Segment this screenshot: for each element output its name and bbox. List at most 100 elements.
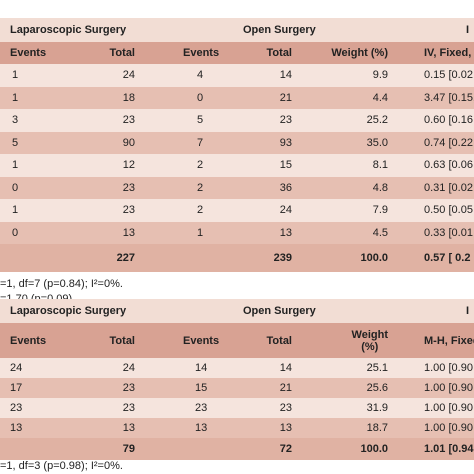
table-cell: 4.8	[372, 181, 388, 194]
table-cell: 24	[122, 69, 135, 82]
table-cell: 14	[279, 69, 292, 82]
column-header: Weight (%)	[331, 47, 388, 59]
row-band	[0, 244, 474, 272]
table-cell: 13	[279, 226, 292, 239]
column-header: Events	[10, 334, 47, 347]
table-cell: 2	[196, 204, 204, 217]
total-cell: 100.0	[360, 443, 388, 455]
group-header: Laparoscopic Surgery	[10, 24, 127, 36]
table-cell: 0.63 [0.06	[424, 159, 473, 172]
total-cell: 239	[273, 252, 292, 264]
table-cell: 23	[122, 114, 135, 127]
row-band	[0, 438, 474, 460]
table-cell: 3.47 [0.15,	[424, 91, 474, 104]
table-cell: 0	[196, 91, 204, 104]
row-band	[0, 42, 474, 64]
table-cell: 1.00 [0.90	[424, 362, 473, 374]
table-cell: 24	[279, 204, 292, 217]
total-cell: 72	[279, 443, 292, 455]
total-cell: 1.01 [0.94	[424, 443, 474, 455]
total-cell: 79	[122, 443, 135, 455]
table-cell: 4	[196, 69, 204, 82]
table-cell: 0.74 [0.22	[424, 136, 473, 149]
column-header: Total	[266, 334, 292, 347]
table-cell: 24	[10, 362, 23, 374]
table-cell: 93	[279, 136, 292, 149]
table-cell: 0.50 [0.05	[424, 204, 473, 217]
table-cell: 35.0	[366, 136, 388, 149]
table-cell: 18	[122, 91, 135, 104]
table-cell: 25.1	[366, 362, 388, 374]
footnote: =1, df=3 (p=0.98); I²=0%.	[0, 460, 123, 472]
table-cell: 12	[122, 159, 135, 172]
table-cell: 23	[122, 181, 135, 194]
row-band	[0, 86, 474, 109]
table-cell: 25.6	[366, 382, 388, 394]
table-cell: 18.7	[366, 422, 388, 434]
row-band	[0, 323, 474, 358]
table-cell: 23	[10, 402, 23, 414]
table-cell: 0.60 [0.16	[424, 114, 473, 127]
table-cell: 23	[279, 114, 292, 127]
column-header: IV, Fixed,	[424, 47, 472, 59]
table-cell: 13	[10, 422, 23, 434]
table-cell: 0	[12, 181, 19, 194]
column-header: Weight (%)	[351, 328, 388, 353]
table-cell: 3	[12, 114, 19, 127]
table-cell: 23	[122, 402, 135, 414]
table-cell: 1	[12, 91, 19, 104]
table-cell: 0	[12, 226, 19, 239]
table-cell: 5	[12, 136, 19, 149]
row-band	[0, 358, 474, 378]
table-cell: 13	[122, 226, 135, 239]
table-cell: 17	[10, 382, 23, 394]
table-cell: 15	[279, 159, 292, 172]
table-cell: 23	[122, 382, 135, 394]
row-band	[0, 109, 474, 132]
table-cell: 7	[196, 136, 204, 149]
table-cell: 15	[195, 382, 208, 394]
column-header: Total	[109, 334, 135, 347]
footnote: =1, df=7 (p=0.84); I²=0%.	[0, 277, 123, 290]
row-band	[0, 418, 474, 438]
row-band	[0, 221, 474, 244]
table-cell: 36	[279, 181, 292, 194]
column-header: Events	[183, 47, 220, 59]
group-header: Laparoscopic Surgery	[10, 305, 127, 317]
row-band	[0, 154, 474, 177]
total-cell: 100.0	[360, 252, 388, 264]
table-cell: 25.2	[366, 114, 388, 127]
table-cell: 1	[12, 204, 19, 217]
column-header: Total	[109, 47, 135, 59]
row-band	[0, 176, 474, 199]
table-cell: 1	[12, 159, 19, 172]
column-header: Events	[10, 47, 47, 59]
row-band	[0, 378, 474, 398]
total-cell: 0.57 [ 0.2	[424, 252, 471, 264]
table-cell: 14	[279, 362, 292, 374]
table-cell: 1.00 [0.90	[424, 382, 473, 394]
table-cell: 0.15 [0.02	[424, 69, 473, 82]
table-cell: 23	[279, 402, 292, 414]
table-cell: 1	[12, 69, 19, 82]
table-cell: 90	[122, 136, 135, 149]
row-band	[0, 299, 474, 323]
row-band	[0, 199, 474, 222]
table-cell: 5	[196, 114, 204, 127]
group-header: Open Surgery	[243, 24, 316, 36]
table-cell: 2	[196, 181, 204, 194]
column-header: Total	[266, 47, 292, 59]
table-cell: 14	[195, 362, 208, 374]
table-cell: 1.00 [0.90	[424, 422, 473, 434]
table-cell: 0.33 [0.01	[424, 226, 473, 239]
table-cell: 2	[196, 159, 204, 172]
table-cell: 1	[196, 226, 204, 239]
group-header: Open Surgery	[243, 305, 316, 317]
table-cell: 21	[279, 91, 292, 104]
table-cell: 13	[122, 422, 135, 434]
row-band	[0, 64, 474, 87]
table-cell: 23	[122, 204, 135, 217]
row-band	[0, 131, 474, 154]
column-header: Events	[183, 334, 220, 347]
